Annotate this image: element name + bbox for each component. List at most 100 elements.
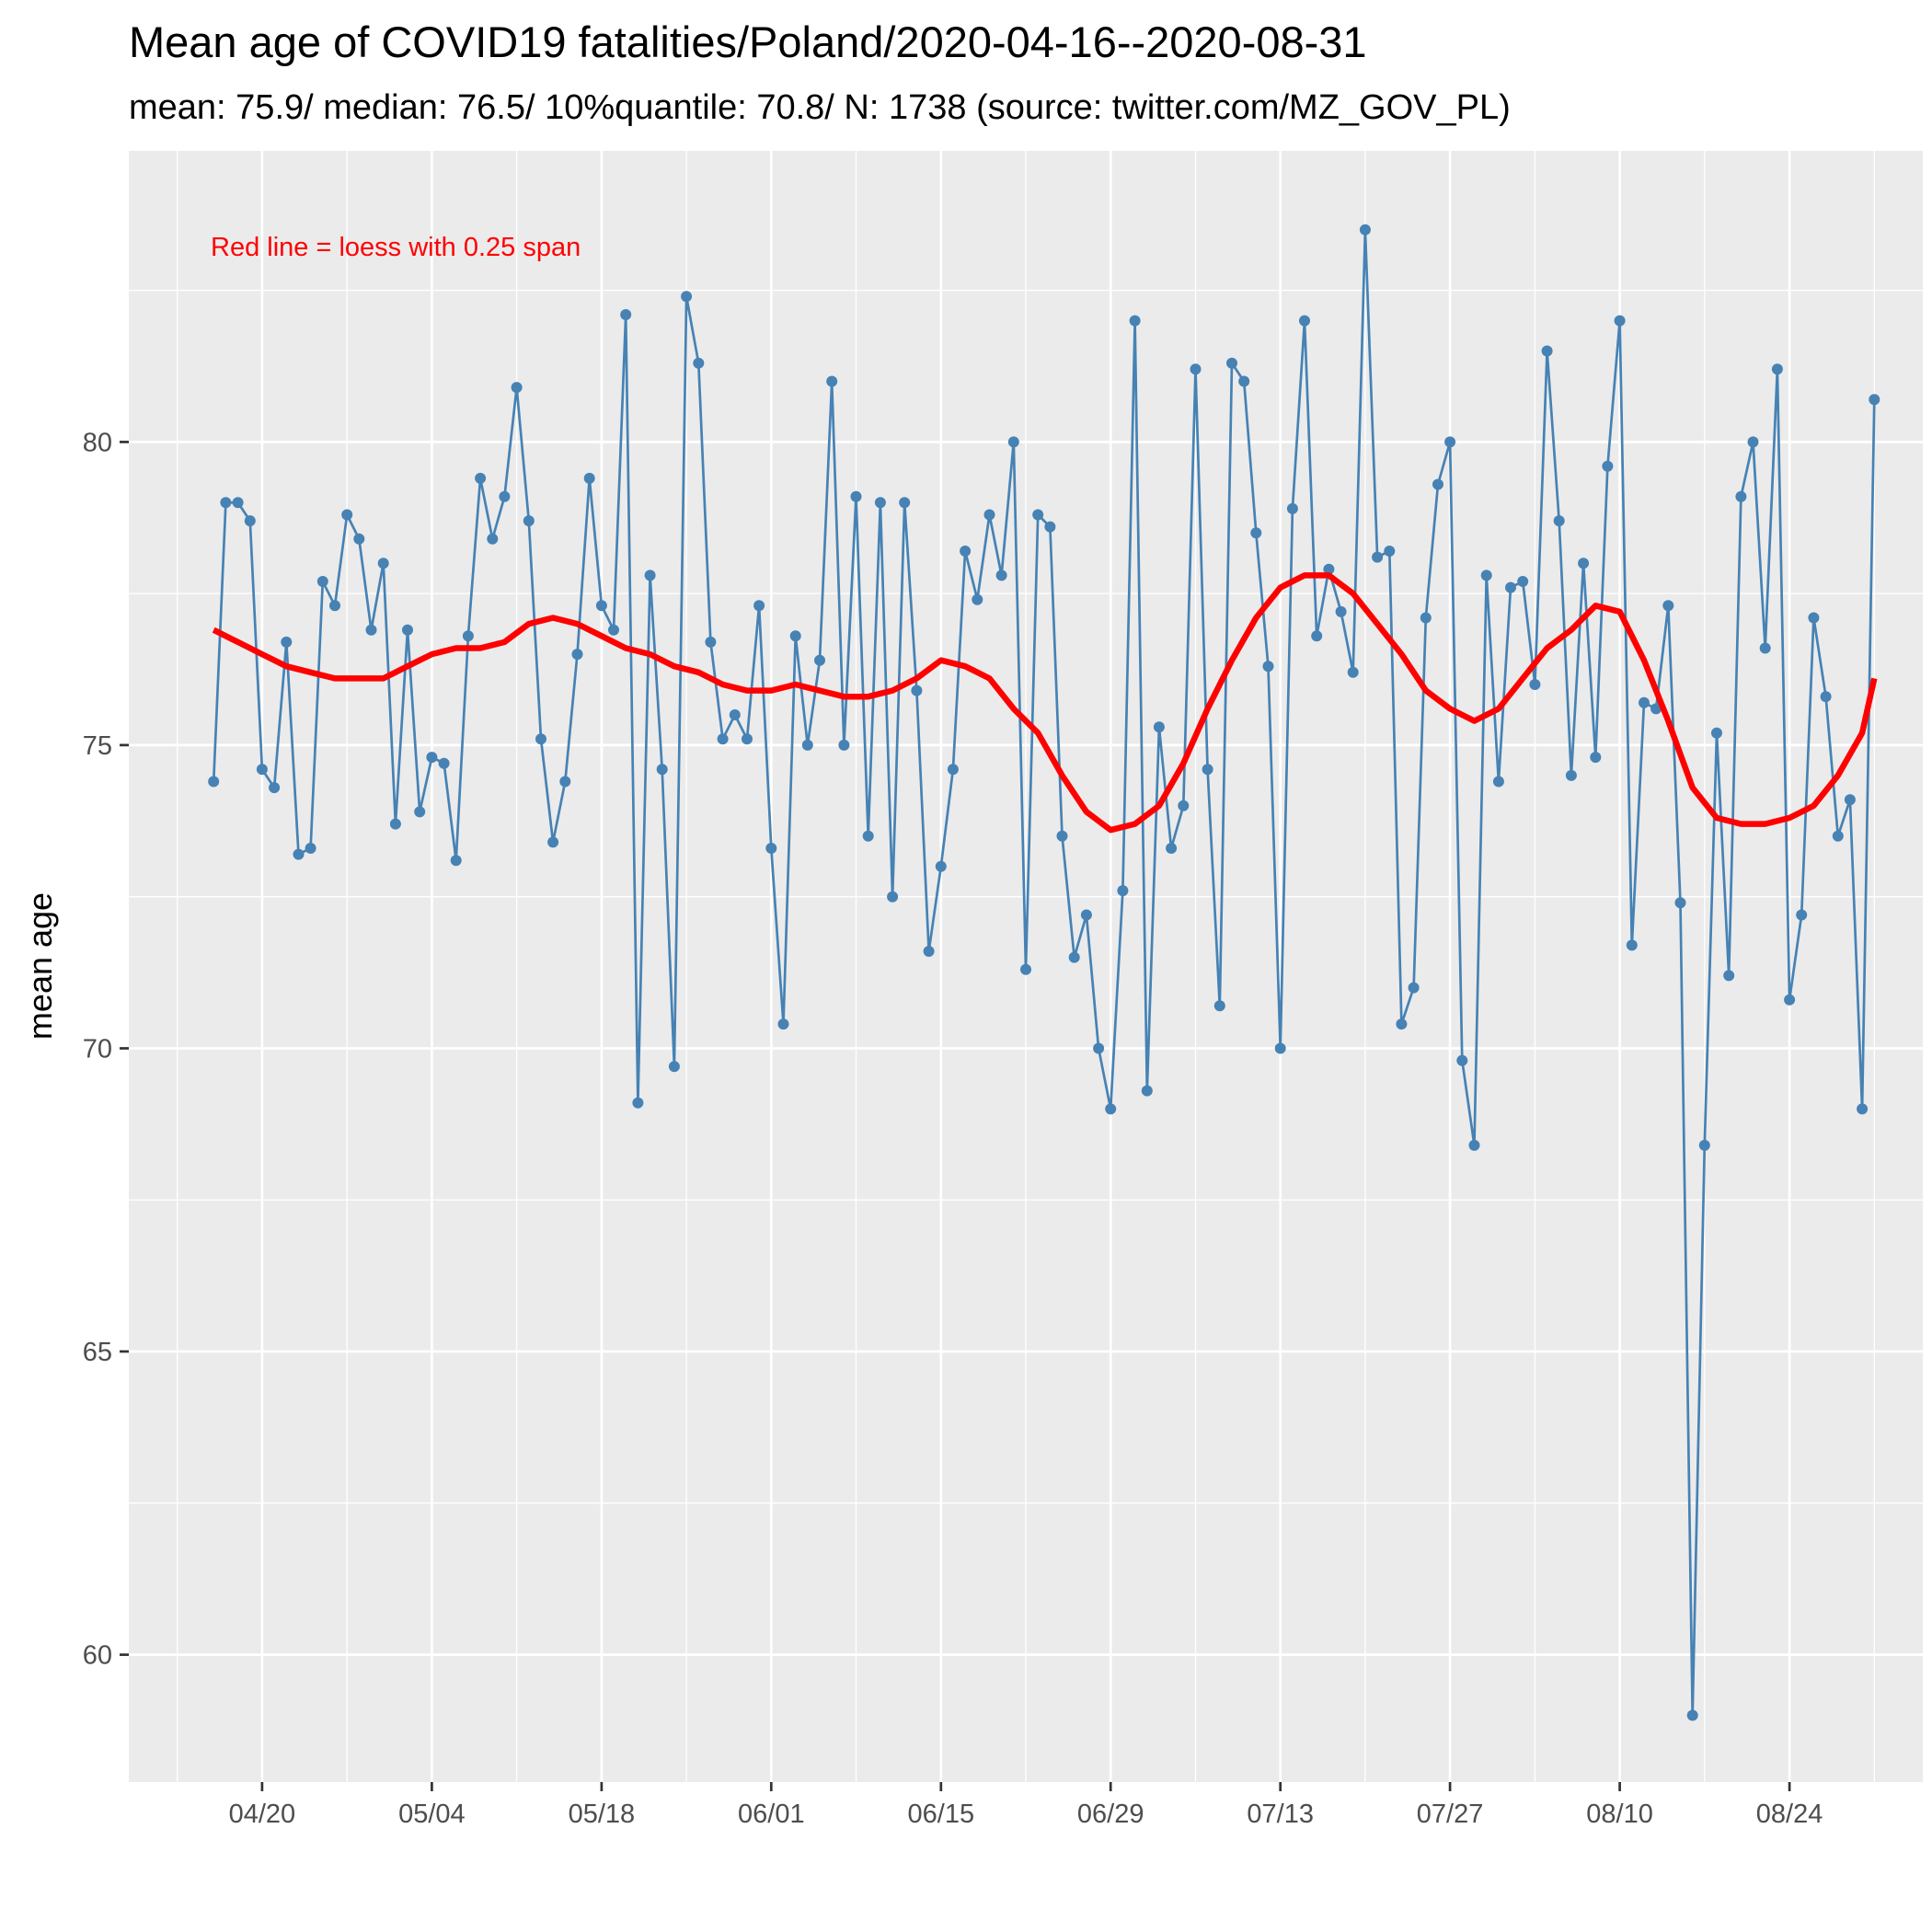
data-point: [535, 733, 546, 745]
data-point: [1141, 1085, 1153, 1097]
data-point: [402, 624, 413, 636]
data-point: [1820, 691, 1832, 703]
data-point: [789, 630, 801, 642]
data-point: [1299, 315, 1310, 327]
series-layer: [208, 224, 1880, 1721]
data-point: [1384, 546, 1396, 557]
loess-annotation: Red line = loess with 0.25 span: [211, 233, 581, 262]
data-point: [1323, 563, 1335, 575]
x-tick-label: 08/10: [1586, 1800, 1653, 1829]
data-point: [1444, 436, 1456, 448]
data-point: [862, 830, 874, 842]
data-point: [316, 576, 328, 587]
data-point: [559, 776, 571, 788]
data-point: [972, 593, 983, 605]
data-point: [983, 509, 995, 521]
data-point: [1250, 527, 1262, 539]
data-point: [656, 764, 668, 776]
data-point: [1784, 994, 1796, 1006]
data-point: [487, 533, 499, 545]
data-point: [1372, 551, 1384, 563]
data-point: [462, 630, 474, 642]
data-point: [1129, 315, 1141, 327]
data-point: [571, 649, 583, 661]
data-point: [499, 490, 511, 502]
data-point: [438, 757, 450, 769]
data-point: [729, 709, 741, 720]
x-tick-label: 07/13: [1247, 1800, 1314, 1829]
data-point: [1844, 794, 1856, 806]
x-tick-label: 05/04: [398, 1800, 466, 1829]
data-point: [1590, 752, 1602, 764]
data-point: [1711, 727, 1722, 739]
series-line-observed: [212, 228, 1876, 1717]
data-point: [1007, 436, 1019, 448]
data-point: [1044, 521, 1056, 533]
data-point: [1517, 576, 1529, 587]
data-point: [1650, 703, 1662, 715]
x-tick-label: 04/20: [229, 1800, 296, 1829]
data-point: [475, 472, 487, 484]
data-point: [608, 624, 619, 636]
data-point: [1274, 1042, 1286, 1054]
data-point: [1093, 1042, 1105, 1054]
data-point: [244, 515, 256, 527]
data-point: [1857, 1103, 1869, 1115]
data-point: [1565, 769, 1577, 781]
data-point: [1505, 581, 1516, 593]
y-axis-label: mean age: [21, 892, 59, 1040]
data-point: [1698, 1139, 1710, 1151]
data-point: [705, 636, 717, 648]
chart-title: Mean age of COVID19 fatalities/Poland/20…: [129, 17, 1367, 66]
data-point: [1808, 612, 1820, 624]
data-point: [208, 776, 220, 788]
data-point: [1723, 970, 1735, 982]
data-point: [1408, 982, 1420, 994]
data-point: [329, 600, 340, 612]
x-tick-label: 06/01: [738, 1800, 805, 1829]
x-axis: 04/20 05/04 05/18 06/01 06/15 06/29 07/13 07/27…: [229, 1782, 1823, 1829]
data-point: [911, 684, 923, 696]
data-point: [995, 569, 1007, 581]
data-point: [620, 309, 632, 320]
data-point: [1396, 1018, 1408, 1030]
x-tick-label: 06/29: [1077, 1800, 1144, 1829]
data-point: [365, 624, 377, 636]
series-line-loess: [212, 572, 1878, 834]
x-tick-label: 08/24: [1756, 1800, 1823, 1829]
data-point: [1238, 375, 1250, 387]
data-point: [1771, 363, 1783, 375]
data-point: [742, 733, 753, 745]
data-point: [426, 752, 438, 764]
data-point: [353, 533, 365, 545]
data-point: [1480, 569, 1492, 581]
data-point: [681, 291, 693, 303]
data-point: [753, 600, 765, 612]
data-point: [1068, 951, 1080, 963]
data-point: [1190, 363, 1202, 375]
data-point: [1105, 1103, 1117, 1115]
y-tick-label: 80: [83, 428, 112, 457]
data-point: [1553, 515, 1565, 527]
y-tick-label: 70: [83, 1035, 112, 1064]
data-point: [1359, 224, 1371, 236]
data-point: [1166, 843, 1178, 854]
data-point: [1674, 897, 1686, 909]
data-point: [1311, 630, 1323, 642]
data-point: [1578, 558, 1590, 569]
data-point: [1202, 764, 1213, 776]
data-point: [1153, 721, 1165, 733]
major-gridlines: [129, 151, 1923, 1782]
data-point: [281, 636, 293, 648]
data-point: [256, 764, 268, 776]
data-point: [717, 733, 729, 745]
data-point: [1335, 605, 1347, 617]
data-point: [293, 848, 305, 860]
data-point: [450, 855, 462, 867]
data-point: [1492, 776, 1504, 788]
data-point: [1420, 612, 1432, 624]
data-point: [1832, 830, 1844, 842]
data-point: [220, 497, 232, 509]
data-point: [1056, 830, 1068, 842]
